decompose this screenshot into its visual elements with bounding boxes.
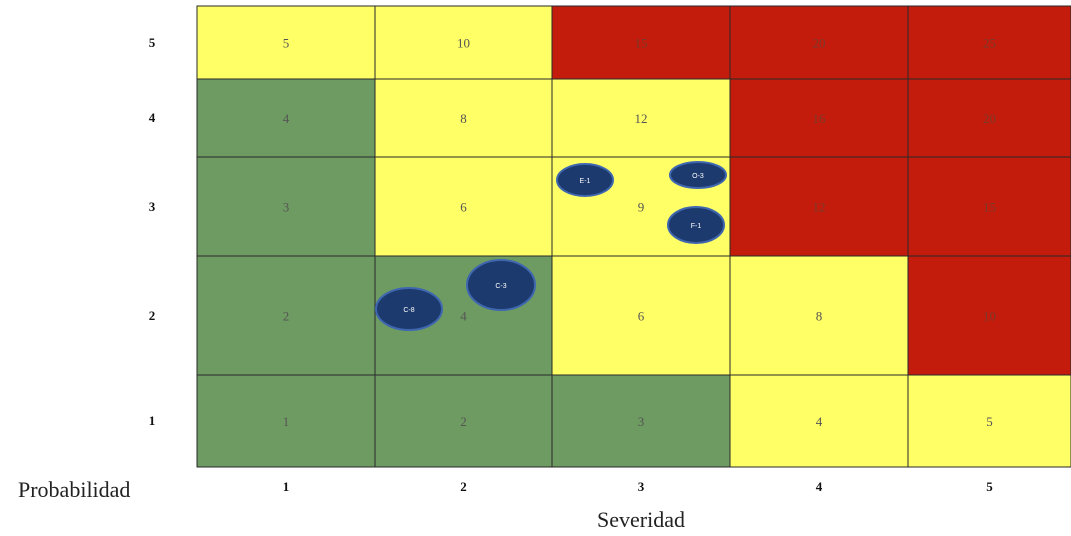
risk-cell-value: 12 xyxy=(813,200,826,215)
risk-cell-p1-s5 xyxy=(907,374,1071,468)
risk-cell-p4-s1 xyxy=(196,78,376,158)
risk-cell-value: 2 xyxy=(283,309,290,324)
risk-cell-value: 4 xyxy=(816,414,823,429)
risk-cell-p1-s4 xyxy=(729,374,909,468)
y-axis-title: Probabilidad xyxy=(18,477,131,502)
risk-cell-value: 3 xyxy=(283,200,290,215)
risk-cell-value: 1 xyxy=(283,414,290,429)
risk-marker-f-1[interactable] xyxy=(667,206,725,244)
risk-marker-label: E-1 xyxy=(580,178,591,185)
risk-cell-value: 4 xyxy=(460,309,467,324)
risk-cell-value: 10 xyxy=(457,36,470,51)
x-tick-label: 4 xyxy=(815,479,823,494)
risk-cell-p2-s3 xyxy=(551,255,731,376)
x-tick-label: 5 xyxy=(986,479,993,494)
risk-cell-p1-s1 xyxy=(196,374,376,468)
risk-marker-e-1[interactable] xyxy=(556,163,614,197)
risk-cell-value: 20 xyxy=(813,36,826,51)
x-axis-title: Severidad xyxy=(597,507,685,532)
risk-marker-o-3[interactable] xyxy=(669,161,727,189)
risk-cell-value: 12 xyxy=(635,111,648,126)
risk-marker-label: F-1 xyxy=(691,223,702,230)
risk-cell-value: 4 xyxy=(283,111,290,126)
risk-marker-label: C-3 xyxy=(495,283,506,290)
y-tick-label: 1 xyxy=(148,413,156,428)
risk-cell-value: 8 xyxy=(460,111,467,126)
risk-cell-p4-s3 xyxy=(551,78,731,158)
risk-cell-value: 25 xyxy=(983,36,996,51)
risk-cell-value: 15 xyxy=(983,200,996,215)
risk-cell-value: 5 xyxy=(283,36,290,51)
y-tick-label: 3 xyxy=(148,198,156,214)
risk-cell-value: 9 xyxy=(638,200,645,215)
risk-cell-value: 20 xyxy=(983,111,996,126)
risk-cell-p5-s3 xyxy=(551,5,731,80)
risk-marker-c-8[interactable] xyxy=(375,287,443,331)
risk-cell-p4-s2 xyxy=(374,78,553,158)
risk-cell-p2-s5 xyxy=(907,255,1071,376)
risk-cell-p1-s2 xyxy=(374,374,553,468)
risk-cell-p2-s1 xyxy=(196,255,376,376)
risk-cell-p2-s4 xyxy=(729,255,909,376)
risk-cell-value: 6 xyxy=(638,309,645,324)
risk-cell-p5-s2 xyxy=(374,5,553,80)
x-tick-label: 1 xyxy=(282,479,290,494)
risk-marker-label: C-8 xyxy=(403,307,414,314)
risk-cell-value: 8 xyxy=(816,309,823,324)
y-tick-label: 4 xyxy=(148,110,156,125)
risk-cell-p1-s3 xyxy=(551,374,731,468)
risk-cell-p5-s1 xyxy=(196,5,376,80)
risk-marker-c-3[interactable] xyxy=(466,259,536,311)
risk-cell-value: 3 xyxy=(638,414,645,429)
risk-cell-value: 6 xyxy=(460,200,467,215)
y-tick-label: 2 xyxy=(148,307,156,323)
risk-cell-value: 16 xyxy=(813,111,827,126)
risk-cell-value: 5 xyxy=(986,414,993,429)
risk-cell-value: 2 xyxy=(460,414,467,429)
risk-cell-p4-s5 xyxy=(907,78,1071,158)
risk-cell-p3-s5 xyxy=(907,156,1071,257)
risk-cell-p5-s5 xyxy=(907,5,1071,80)
risk-marker-label: O-3 xyxy=(692,173,704,180)
risk-cell-value: 15 xyxy=(635,36,648,51)
x-tick-label: 2 xyxy=(460,479,467,494)
risk-cell-p5-s4 xyxy=(729,5,909,80)
risk-cell-p3-s4 xyxy=(729,156,909,257)
risk-cell-value: 10 xyxy=(983,309,996,324)
x-tick-label: 3 xyxy=(637,479,645,494)
y-tick-label: 5 xyxy=(148,34,156,50)
